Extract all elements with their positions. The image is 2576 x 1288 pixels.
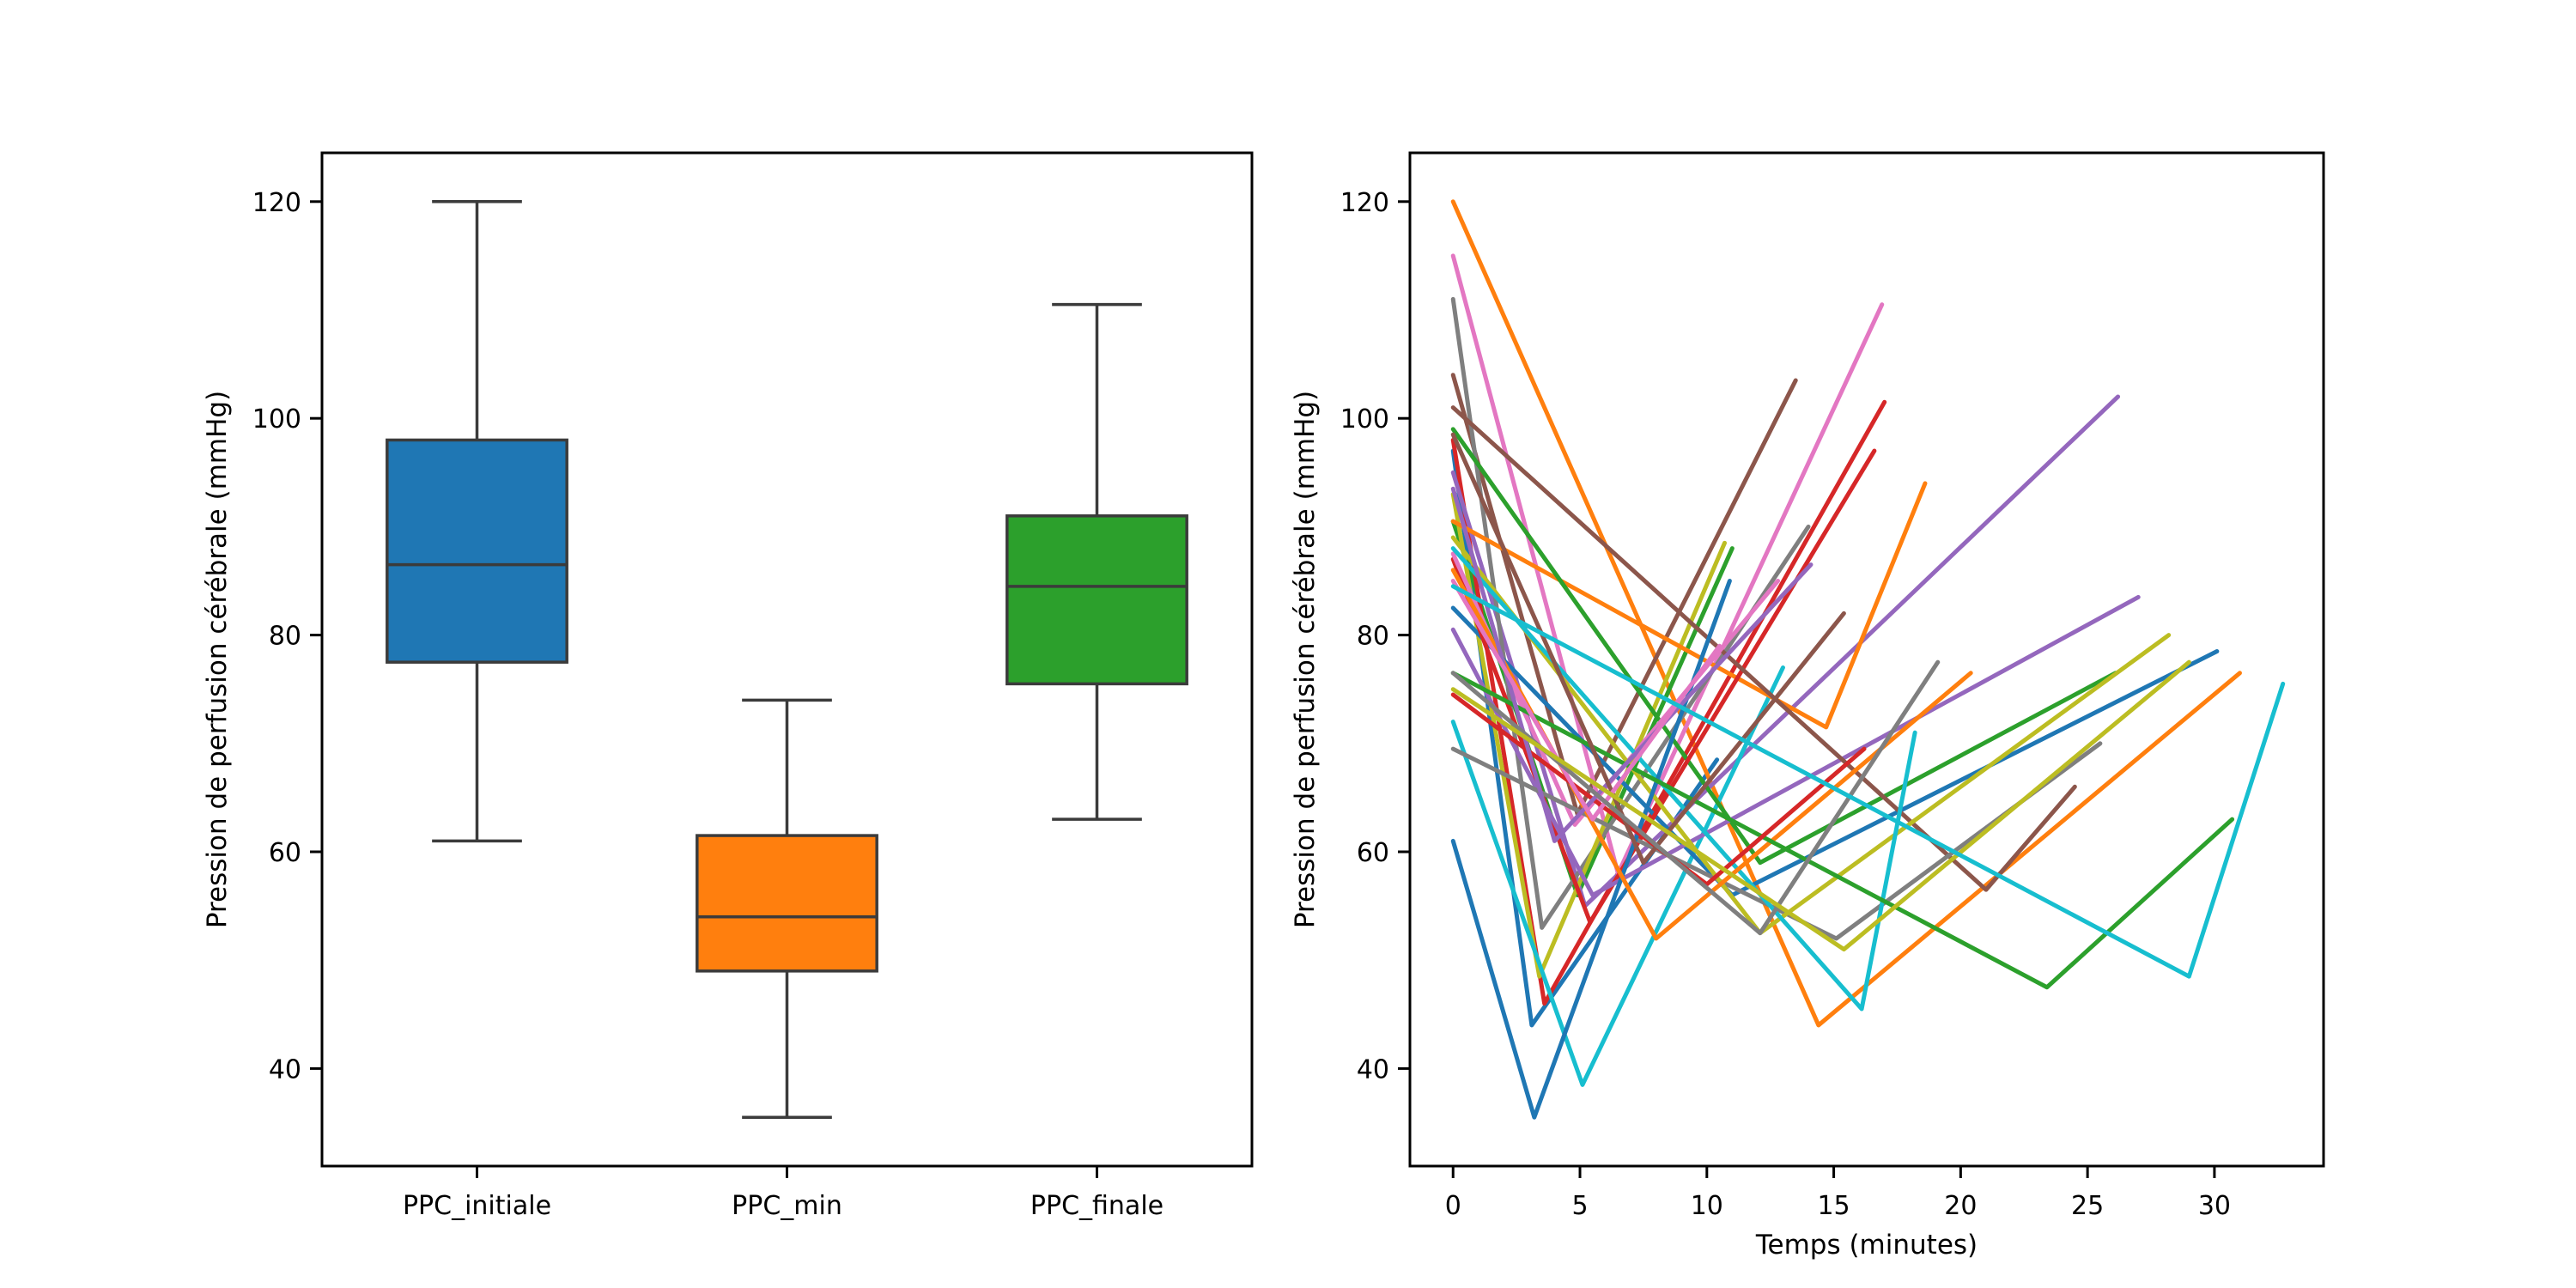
series-line-patient-29 <box>1450 659 2191 952</box>
series-line-patient-16 <box>1450 405 2077 892</box>
box-rect <box>696 834 878 973</box>
series-line-patient-14 <box>1450 448 1877 925</box>
box-PPC_min <box>696 698 878 1119</box>
series-line-patient-01 <box>1450 448 1720 1028</box>
series-line-patient-10 <box>1450 665 1785 1087</box>
box-PPC_initiale <box>386 200 568 843</box>
y-tick-label: 60 <box>1357 838 1389 868</box>
box-PPC_finale <box>1005 302 1188 821</box>
y-axis-label: Pression de perfusion cérébrale (mmHg) <box>1290 391 1321 928</box>
series-line-patient-02 <box>1450 199 2242 1028</box>
y-tick-label: 80 <box>1357 622 1389 652</box>
spaghetti-ppc-axes: 40 60 80 100 120 0 5 10 15 20 25 30 Pression de perf… <box>1290 151 2325 1261</box>
x-tick-label: 20 <box>1944 1191 1977 1221</box>
series-line-patient-19 <box>1450 535 2172 936</box>
x-tick-label: 0 <box>1445 1191 1461 1221</box>
box-rect <box>1005 514 1188 686</box>
y-tick-label: 60 <box>269 838 301 868</box>
x-tick-label: PPC_finale <box>1030 1191 1163 1221</box>
x-tick-label: PPC_min <box>732 1191 842 1221</box>
x-axis-label: Temps (minutes) <box>1755 1230 1978 1261</box>
series-line-patient-21 <box>1450 579 1732 1120</box>
series-line-patient-09 <box>1450 492 1727 979</box>
series-line-patient-24 <box>1450 692 1867 887</box>
x-tick-label: 15 <box>1817 1191 1850 1221</box>
series-line-patient-23 <box>1450 671 2235 990</box>
box-rect <box>386 438 568 664</box>
y-tick-label: 120 <box>252 188 301 218</box>
x-tick-label: 10 <box>1691 1191 1723 1221</box>
y-tick-label: 80 <box>269 622 301 652</box>
x-tick-label: 25 <box>2071 1191 2104 1221</box>
y-tick-label: 40 <box>269 1054 301 1084</box>
series-line-patient-20 <box>1450 546 1917 1012</box>
series-line-patient-26 <box>1450 432 1846 866</box>
y-tick-label: 100 <box>1340 404 1389 434</box>
y-axis-label: Pression de perfusion cérébrale (mmHg) <box>202 391 233 928</box>
x-tick-label: 30 <box>2198 1191 2231 1221</box>
x-tick-label: 5 <box>1571 1191 1588 1221</box>
series-line-patient-13 <box>1450 427 2118 866</box>
x-tick-label: PPC_initiale <box>403 1191 551 1221</box>
axes-spines <box>1408 151 2325 1168</box>
boxplot-ppc-axes: 40 60 80 100 120 PPC_initiale PPC_min PPC_final… <box>202 151 1254 1221</box>
y-tick-label: 100 <box>252 404 301 434</box>
y-tick-label: 40 <box>1357 1054 1389 1084</box>
y-tick-label: 120 <box>1340 188 1389 218</box>
series-line-patient-30 <box>1450 584 2286 979</box>
series-line-patient-12 <box>1450 481 1928 730</box>
